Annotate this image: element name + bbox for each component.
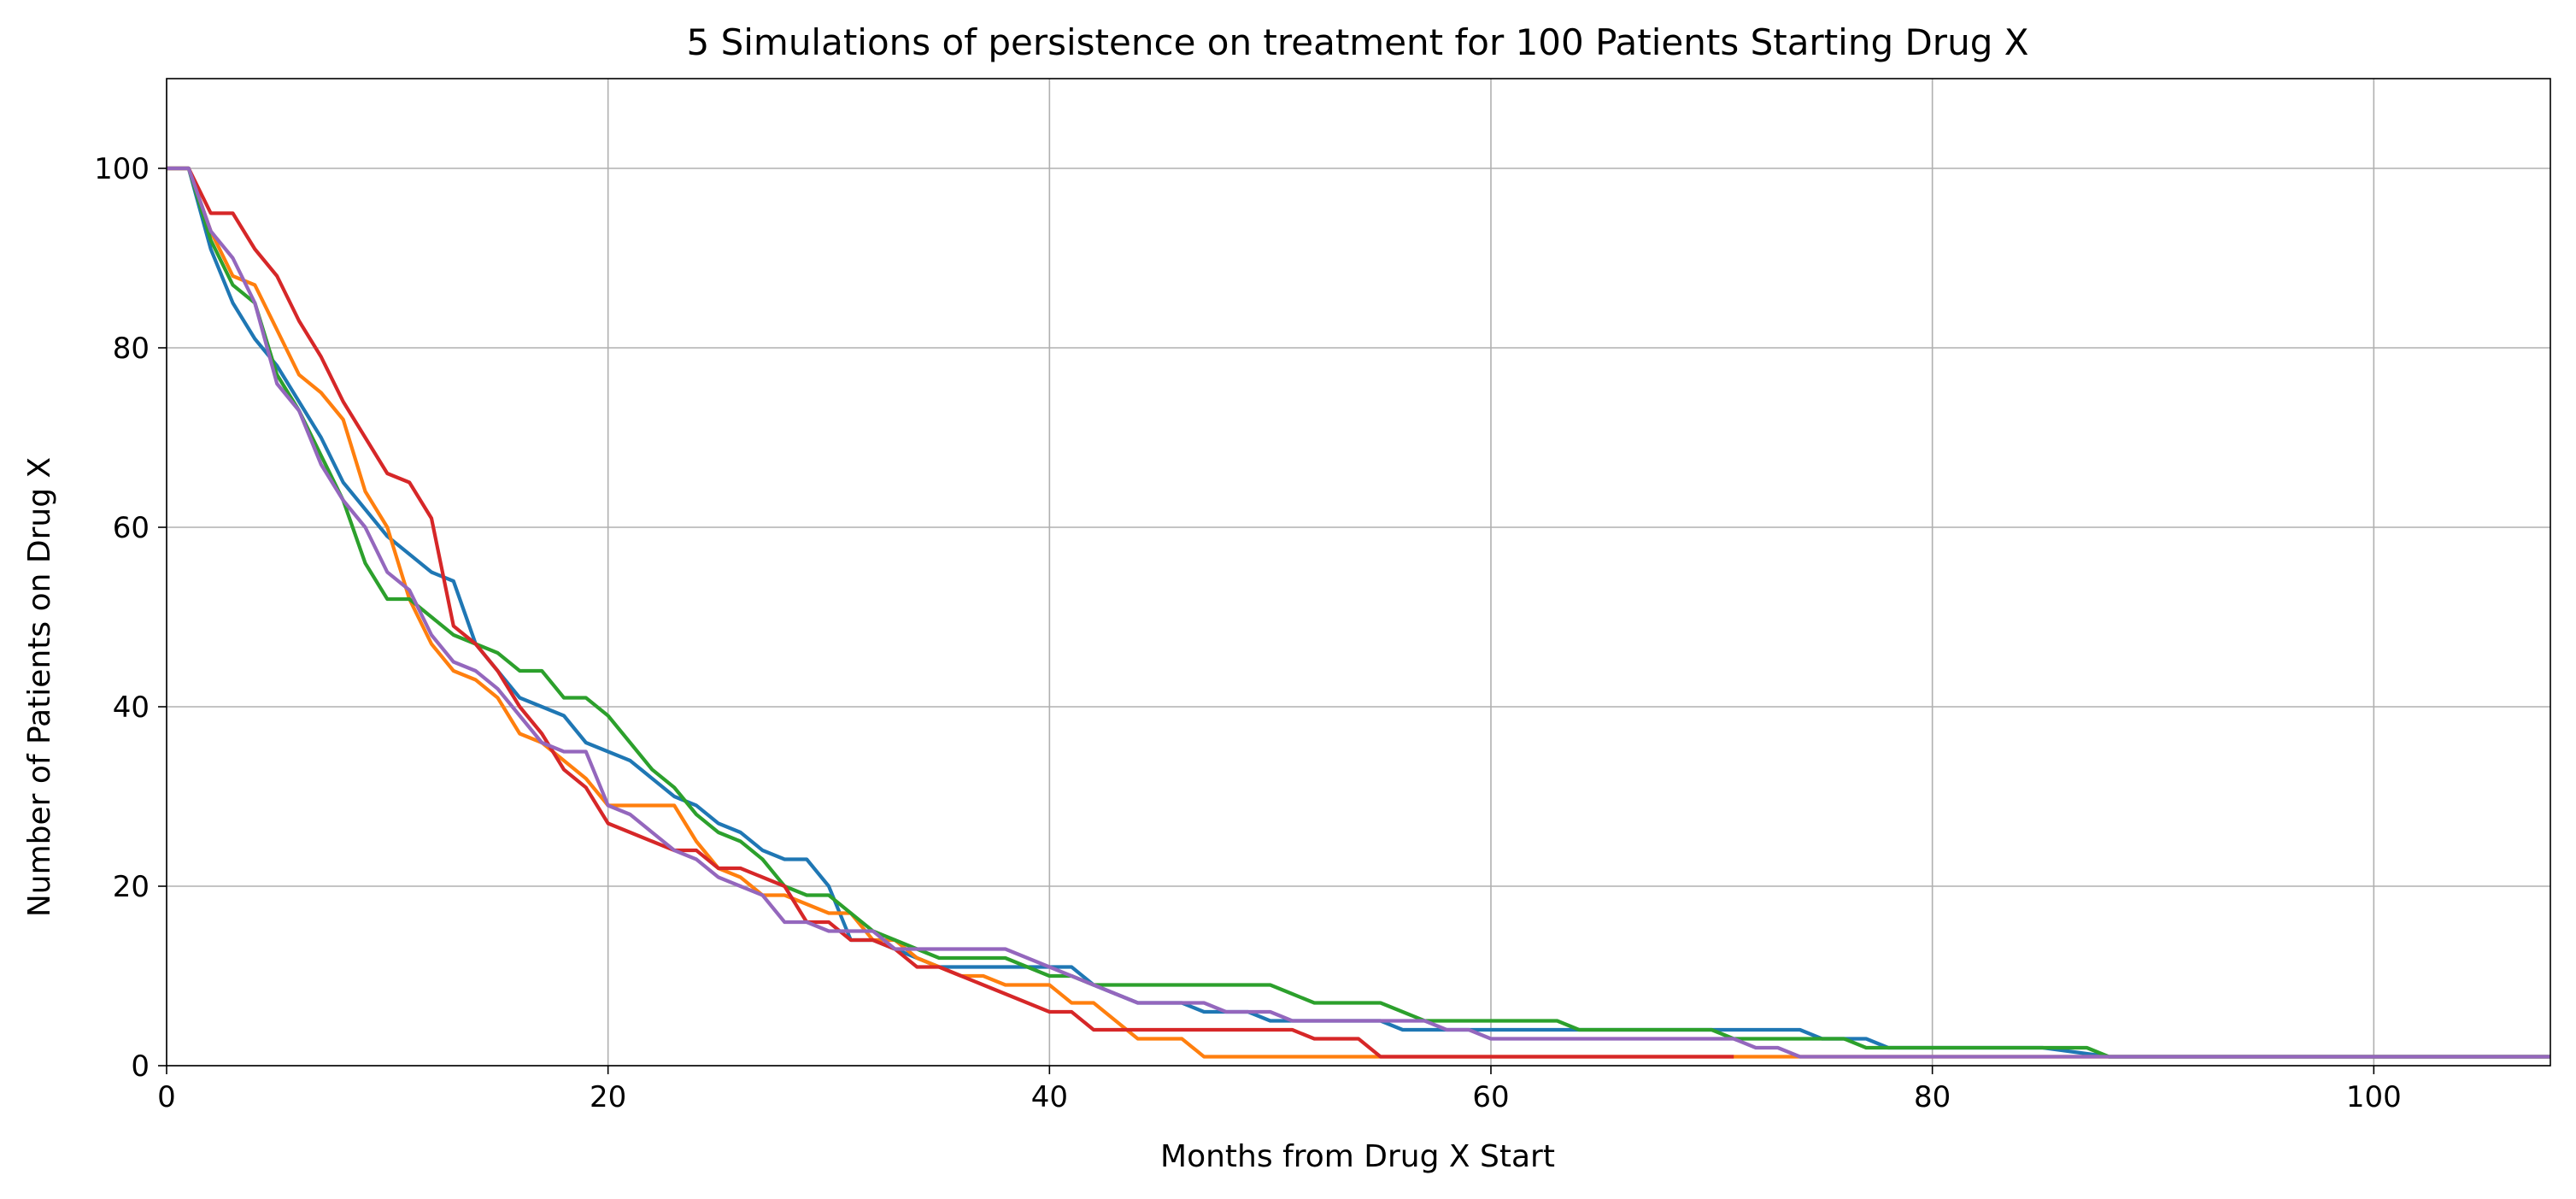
axis-ticks: 0 20 40 60 80 100 0 20 40 60 80 100 [94,152,2402,1114]
x-tick-label: 100 [2346,1080,2402,1114]
x-tick-label: 20 [590,1080,626,1114]
chart-title: 5 Simulations of persistence on treatmen… [687,21,2029,63]
x-axis-label: Months from Drug X Start [1160,1139,1555,1174]
axes-frame [166,78,2551,1067]
y-tick-label: 40 [113,691,150,725]
x-tick-label: 0 [157,1080,176,1114]
y-tick-label: 100 [94,152,150,186]
y-tick-label: 0 [131,1049,150,1084]
y-axis-label: Number of Patients on Drug X [22,457,57,917]
y-tick-label: 20 [113,870,150,904]
plot-area [167,166,2550,1059]
x-tick-label: 60 [1472,1080,1509,1114]
x-tick-label: 40 [1031,1080,1068,1114]
y-tick-label: 60 [113,511,150,545]
x-tick-label: 80 [1914,1080,1951,1114]
series-line-2 [167,166,2550,1059]
series-line-5 [167,166,2550,1059]
y-tick-label: 80 [113,332,150,366]
series-line-4 [167,166,1734,1059]
